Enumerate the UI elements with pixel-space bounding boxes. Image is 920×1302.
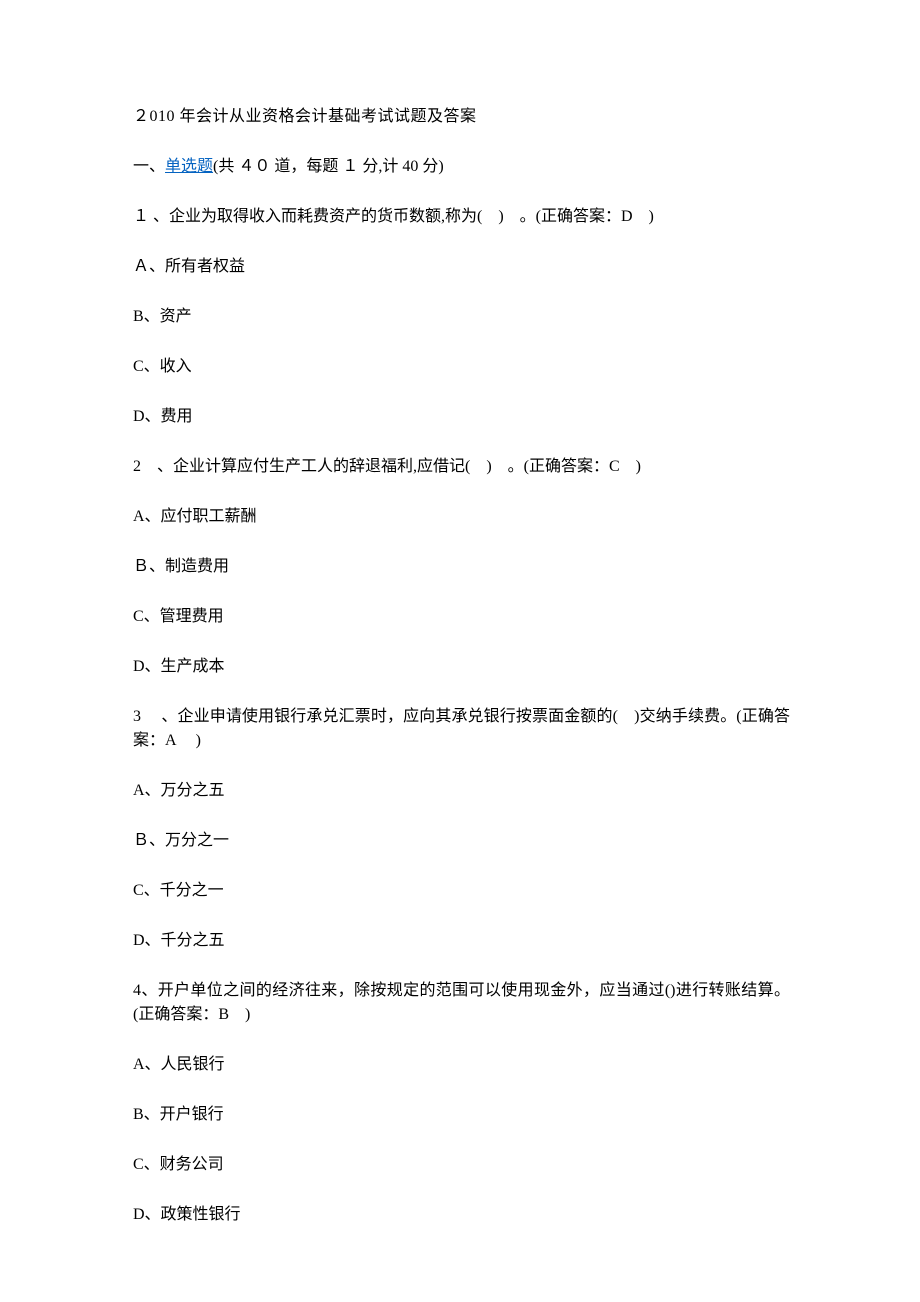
question-stem: １ 、企业为取得收入而耗费资产的货币数额,称为( ) 。(正确答案：D ) xyxy=(133,205,790,229)
question-option: C、管理费用 xyxy=(133,605,790,629)
question-option: D、费用 xyxy=(133,405,790,429)
question-option: D、政策性银行 xyxy=(133,1203,790,1227)
section-suffix: (共 ４０ 道，每题 １ 分,计 40 分) xyxy=(213,158,444,175)
question-option: C、收入 xyxy=(133,355,790,379)
section-prefix: 一、 xyxy=(133,158,165,175)
question-stem: 3 、企业申请使用银行承兑汇票时，应向其承兑银行按票面金额的( )交纳手续费。(… xyxy=(133,705,790,753)
question-option: A、万分之五 xyxy=(133,779,790,803)
question-option: B、开户银行 xyxy=(133,1103,790,1127)
question-option: D、生产成本 xyxy=(133,655,790,679)
question-option: C、财务公司 xyxy=(133,1153,790,1177)
question-option: Ｂ、制造费用 xyxy=(133,555,790,579)
question-option: A、应付职工薪酬 xyxy=(133,505,790,529)
question-option: A、人民银行 xyxy=(133,1053,790,1077)
section-header: 一、单选题(共 ４０ 道，每题 １ 分,计 40 分) xyxy=(133,155,790,179)
question-option: B、资产 xyxy=(133,305,790,329)
question-stem: 4、开户单位之间的经济往来，除按规定的范围可以使用现金外，应当通过()进行转账结… xyxy=(133,979,790,1027)
question-stem: 2 、企业计算应付生产工人的辞退福利,应借记( ) 。(正确答案：C ) xyxy=(133,455,790,479)
page-title: ２010 年会计从业资格会计基础考试试题及答案 xyxy=(133,105,790,129)
question-option: C、千分之一 xyxy=(133,879,790,903)
question-option: Ａ、所有者权益 xyxy=(133,255,790,279)
section-link[interactable]: 单选题 xyxy=(165,158,213,175)
question-option: D、千分之五 xyxy=(133,929,790,953)
question-option: Ｂ、万分之一 xyxy=(133,829,790,853)
